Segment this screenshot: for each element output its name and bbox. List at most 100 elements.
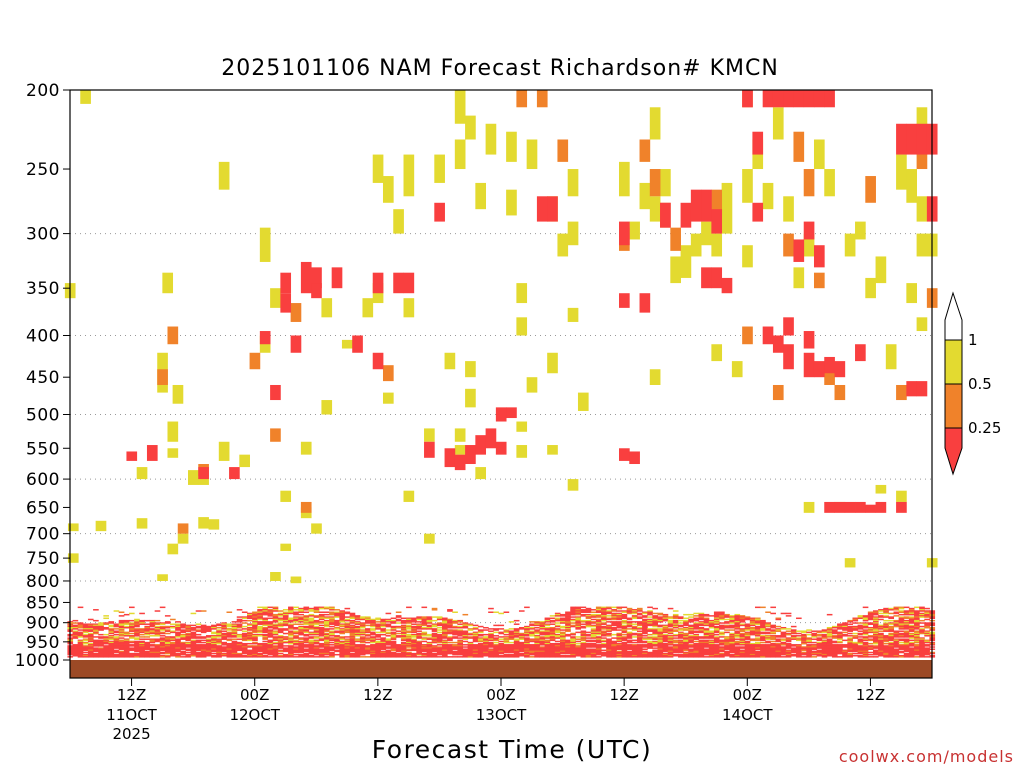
- bl-cell-c3: [180, 656, 186, 658]
- bl-cell-c3: [170, 632, 176, 634]
- bl-cell-c3: [724, 632, 730, 634]
- bl-cell-c1: [642, 638, 648, 640]
- bl-cell-c3: [776, 656, 782, 658]
- bl-cell-c2: [463, 614, 469, 616]
- bl-cell-c3: [196, 642, 202, 644]
- bl-cell-c3: [724, 655, 730, 657]
- bl-cell-c2: [657, 614, 663, 616]
- bl-cell-c3: [545, 656, 551, 658]
- bl-cell-c3: [180, 632, 186, 634]
- bl-cell-c2: [119, 635, 125, 637]
- bl-cell-c1: [575, 643, 581, 645]
- ri-cell-c1: [167, 422, 178, 442]
- bl-cell-c3: [555, 615, 561, 617]
- bl-cell-c3: [560, 615, 566, 617]
- ri-cell-c2: [773, 385, 784, 400]
- bl-cell-c3: [796, 656, 802, 658]
- bl-cell-c3: [570, 614, 576, 616]
- bl-cell-c2: [581, 640, 587, 642]
- bl-cell-c3: [437, 619, 443, 621]
- bl-cell-c3: [858, 618, 864, 620]
- bl-cell-c3: [406, 656, 412, 658]
- bl-cell-c3: [457, 637, 463, 639]
- bl-cell-c2: [365, 640, 371, 642]
- bl-cell-c1: [765, 638, 771, 640]
- bl-cell-c3: [463, 644, 469, 646]
- bl-cell-c3: [447, 633, 453, 635]
- bl-cell-c3: [688, 621, 694, 623]
- ri-cell-c3: [824, 357, 835, 373]
- bl-cell-c3: [237, 616, 243, 618]
- bl-cell-c1: [504, 632, 510, 634]
- ri-cell-c3: [434, 203, 445, 222]
- ri-cell-c1: [373, 155, 384, 183]
- ri-cell-c1: [691, 234, 702, 257]
- bl-cell-c3: [524, 656, 530, 658]
- bl-cell-c2: [139, 634, 145, 636]
- bl-cell-c3: [596, 642, 602, 644]
- bl-cell-c1: [293, 607, 299, 609]
- bl-cell-c3: [647, 647, 653, 649]
- bl-cell-c3: [447, 640, 453, 642]
- bl-cell-c3: [611, 629, 617, 631]
- bl-cell-c3: [806, 632, 812, 634]
- ri-cell-c3: [691, 190, 702, 222]
- bl-cell-c2: [673, 618, 679, 620]
- bl-cell-c1: [883, 613, 889, 615]
- bl-cell-c3: [257, 651, 263, 653]
- bl-cell-c2: [139, 636, 145, 638]
- bl-cell-c3: [324, 656, 330, 658]
- bl-cell-c1: [83, 643, 89, 645]
- bl-cell-c2: [432, 609, 438, 611]
- bl-cell-c3: [268, 618, 274, 620]
- ri-cell-c2: [742, 327, 753, 345]
- bl-cell-c2: [232, 638, 238, 640]
- bl-cell-c3: [319, 635, 325, 637]
- bl-cell-c3: [765, 633, 771, 635]
- ri-cell-c1: [660, 169, 671, 196]
- bl-cell-c3: [745, 656, 751, 658]
- bl-cell-c3: [242, 620, 248, 622]
- bl-cell-c1: [678, 620, 684, 622]
- bl-cell-c3: [847, 633, 853, 635]
- bl-cell-c3: [268, 627, 274, 629]
- bl-cell-c1: [811, 636, 817, 638]
- bl-cell-c2: [591, 611, 597, 613]
- bl-cell-c3: [616, 610, 622, 612]
- bl-cell-c3: [606, 613, 612, 615]
- bl-cell-c1: [78, 636, 84, 638]
- ri-cell-c1: [701, 222, 712, 246]
- bl-cell-c3: [427, 656, 433, 658]
- bl-cell-c1: [375, 632, 381, 634]
- bl-cell-c1: [314, 623, 320, 625]
- bl-cell-c2: [129, 633, 135, 635]
- bl-cell-c1: [226, 626, 232, 628]
- bl-cell-c3: [678, 637, 684, 639]
- bl-cell-c3: [550, 640, 556, 642]
- bl-cell-c3: [873, 654, 879, 656]
- bl-cell-c2: [858, 622, 864, 624]
- bl-cell-c3: [252, 643, 258, 645]
- bl-cell-c3: [704, 625, 710, 627]
- bl-cell-c3: [688, 656, 694, 658]
- bl-cell-c3: [273, 640, 279, 642]
- bl-cell-c1: [509, 628, 515, 630]
- bl-cell-c3: [565, 653, 571, 655]
- bl-cell-c2: [565, 630, 571, 632]
- ri-cell-c1: [383, 393, 394, 404]
- bl-cell-c3: [83, 650, 89, 652]
- bl-cell-c1: [375, 619, 381, 621]
- bl-cell-c2: [740, 630, 746, 632]
- bl-cell-c3: [180, 627, 186, 629]
- bl-cell-c3: [817, 647, 823, 649]
- bl-cell-c2: [237, 627, 243, 629]
- bl-cell-c3: [545, 637, 551, 639]
- bl-cell-c1: [114, 610, 120, 612]
- bl-cell-c3: [268, 654, 274, 656]
- ri-cell-c2: [178, 523, 189, 533]
- ri-cell-c1: [516, 283, 527, 303]
- ri-cell-c2: [835, 385, 846, 400]
- bl-cell-c3: [319, 656, 325, 658]
- bl-cell-c3: [760, 633, 766, 635]
